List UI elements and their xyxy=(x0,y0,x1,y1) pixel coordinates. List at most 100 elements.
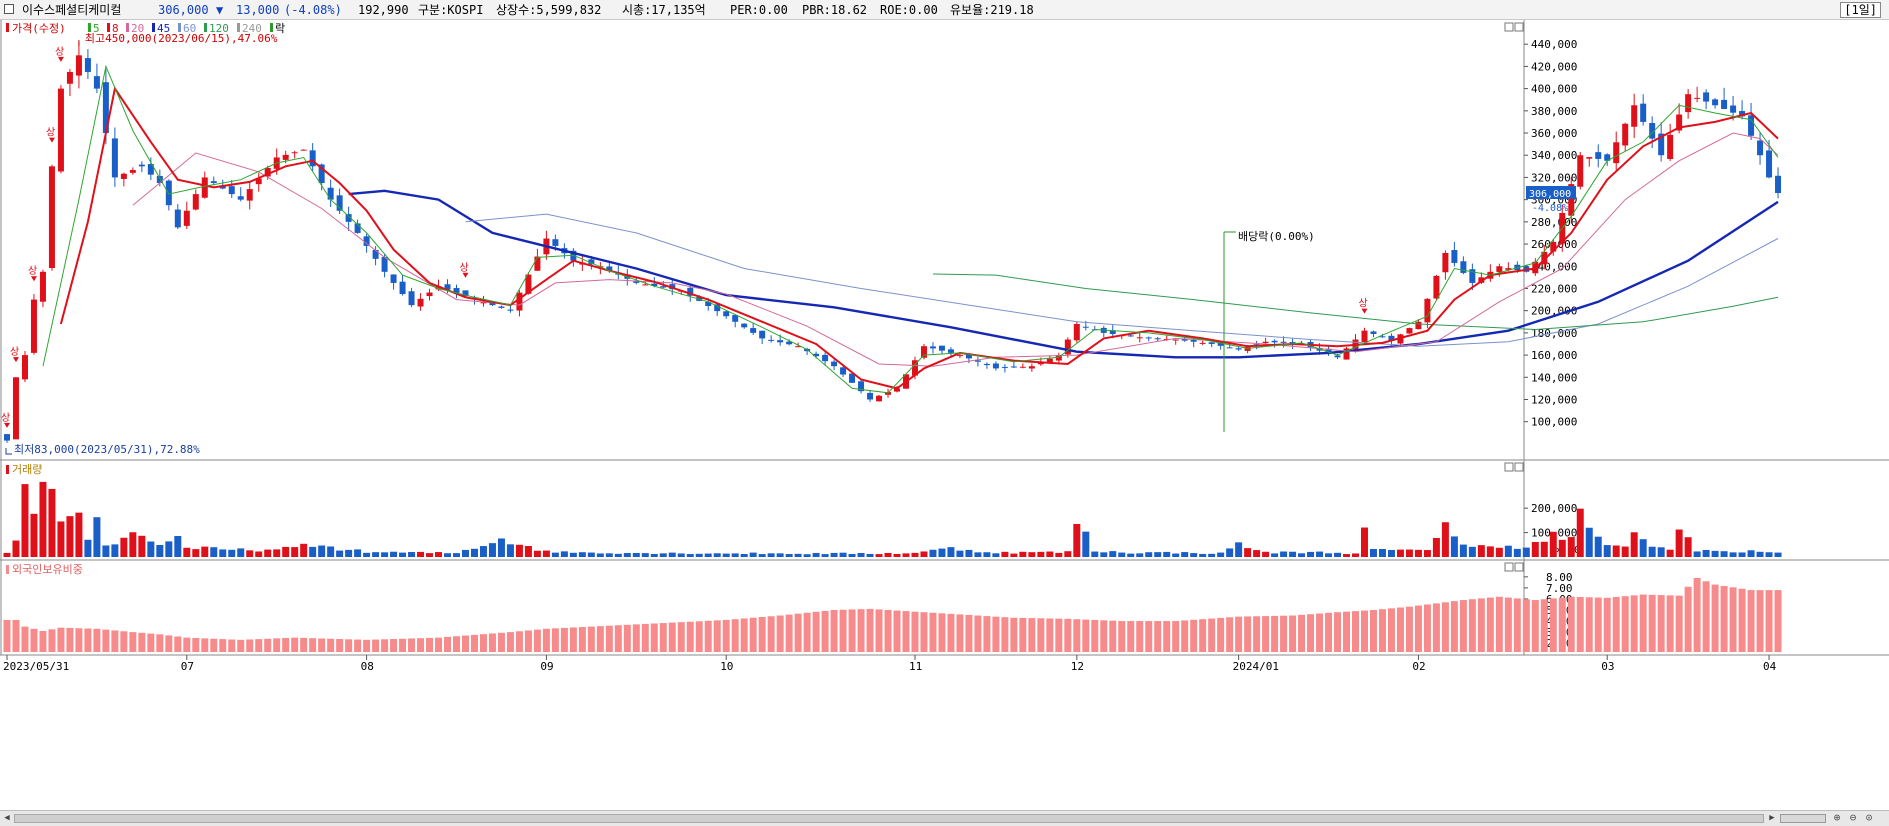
price-candle xyxy=(1550,241,1557,252)
price-candle xyxy=(938,345,945,351)
volume-bar xyxy=(192,549,200,557)
price-candle xyxy=(57,88,64,172)
foreign-ratio-bar xyxy=(740,618,748,652)
header-checkbox[interactable] xyxy=(4,4,14,14)
foreign-ratio-bar xyxy=(902,611,910,652)
price-candle xyxy=(1019,366,1026,368)
foreign-panel-controls-minimize[interactable] xyxy=(1504,562,1514,572)
volume-bar xyxy=(336,550,344,557)
foreign-ratio-bar xyxy=(776,615,784,652)
period-selector[interactable]: [1일] xyxy=(1840,2,1881,18)
foreign-ratio-bar xyxy=(1289,615,1297,652)
foreign-ratio-bar xyxy=(848,609,856,652)
upper-limit-marker: 상 xyxy=(46,127,55,139)
foreign-ratio-bar xyxy=(1334,612,1342,652)
volume-bar xyxy=(677,553,685,557)
foreign-ratio-bar xyxy=(1028,618,1036,652)
price-candle xyxy=(1505,268,1512,270)
horizontal-scrollbar[interactable]: ◀ ▶ ⊕ ⊖ ⊙ xyxy=(0,810,1889,826)
price-candle xyxy=(795,346,802,348)
volume-bar xyxy=(1468,546,1476,557)
volume-bar xyxy=(830,552,838,557)
price-candle xyxy=(1109,330,1116,334)
zoom-in-icon[interactable]: ⊕ xyxy=(1833,811,1841,824)
foreign-ratio-bar xyxy=(1360,610,1368,652)
foreign-ratio-bar xyxy=(1450,601,1458,652)
price-candle xyxy=(1748,115,1755,136)
volume-bar xyxy=(417,551,425,557)
legend-ma-5: 5 xyxy=(93,22,100,35)
price-tick-label: 320,000 xyxy=(1531,171,1577,184)
price-candle xyxy=(435,286,442,290)
price-candle xyxy=(156,175,163,183)
foreign-ratio-bar xyxy=(560,627,568,652)
stock-name[interactable]: 이수스페셜티케미컬 xyxy=(22,3,122,17)
foreign-ratio-bar xyxy=(1531,600,1539,652)
volume-bar xyxy=(803,554,811,557)
foreign-ratio-bar xyxy=(1585,597,1593,652)
price-candle xyxy=(1586,157,1593,159)
volume-bar xyxy=(390,551,398,557)
volume-bar xyxy=(1334,552,1342,557)
moving-average-8-line xyxy=(59,86,1779,390)
price-candle xyxy=(723,311,730,317)
foreign-ratio-bar xyxy=(1343,611,1351,652)
price-candle xyxy=(111,138,118,178)
price-candle xyxy=(1667,134,1674,160)
foreign-ratio-bar xyxy=(1378,609,1386,652)
range-slider[interactable] xyxy=(1780,814,1826,823)
legend-price: 가격(수정) xyxy=(12,22,66,35)
foreign-ratio-bar xyxy=(1396,607,1404,652)
price-candle xyxy=(75,55,82,76)
foreign-ratio-bar xyxy=(866,608,874,652)
price-candle xyxy=(1235,348,1242,350)
foreign-ratio-bar xyxy=(479,634,487,652)
foreign-panel-controls-close[interactable] xyxy=(1514,562,1524,572)
upper-limit-marker: 상 xyxy=(28,265,37,277)
foreign-ratio-bar xyxy=(255,639,263,652)
foreign-ratio-bar xyxy=(875,609,883,652)
foreign-ratio-bar xyxy=(1172,621,1180,652)
volume-bar xyxy=(1064,551,1072,557)
foreign-ratio-bar xyxy=(1145,621,1153,652)
price-candle xyxy=(1775,175,1782,193)
foreign-ratio-bar xyxy=(641,623,649,652)
price-panel-controls-minimize[interactable] xyxy=(1504,22,1514,32)
price-candle xyxy=(1541,251,1548,265)
x-tick-label: 2024/01 xyxy=(1233,660,1279,673)
volume-bar xyxy=(1019,551,1027,557)
zoom-out-icon[interactable]: ⊖ xyxy=(1849,811,1857,824)
price-candle xyxy=(1496,266,1503,272)
scrollbar-thumb[interactable] xyxy=(14,814,1764,823)
price-candle xyxy=(840,367,847,375)
zoom-reset-icon[interactable]: ⊙ xyxy=(1865,811,1873,824)
volume-bar xyxy=(1127,553,1135,557)
foreign-ratio-bar xyxy=(1055,618,1063,652)
volume-bar xyxy=(210,547,218,557)
volume-panel-controls-minimize[interactable] xyxy=(1504,462,1514,472)
scroll-right-icon[interactable]: ▶ xyxy=(1769,813,1775,823)
volume-bar xyxy=(623,553,631,557)
foreign-ratio-bar xyxy=(659,623,667,652)
legend-ma-240: 240 xyxy=(242,22,262,35)
volume-bar xyxy=(39,481,47,557)
price-candle xyxy=(714,304,721,312)
volume-bar xyxy=(282,546,290,557)
foreign-ratio-bar xyxy=(1217,617,1225,652)
volume-bar xyxy=(381,552,389,557)
foreign-ratio-bar xyxy=(435,637,443,652)
upper-limit-marker: 상 xyxy=(10,346,19,358)
foreign-ratio-bar xyxy=(1369,610,1377,652)
price-candle xyxy=(1757,140,1764,156)
volume-bar xyxy=(1226,548,1234,557)
volume-bar xyxy=(1432,537,1440,557)
scroll-left-icon[interactable]: ◀ xyxy=(4,813,10,823)
price-panel-controls-close[interactable] xyxy=(1514,22,1524,32)
foreign-ratio-bar xyxy=(1154,621,1162,652)
volume-bar xyxy=(965,549,973,557)
volume-bar xyxy=(839,552,847,557)
foreign-ratio-bar xyxy=(1486,597,1494,652)
volume-panel-controls-close[interactable] xyxy=(1514,462,1524,472)
foreign-ratio-bar xyxy=(309,638,317,652)
